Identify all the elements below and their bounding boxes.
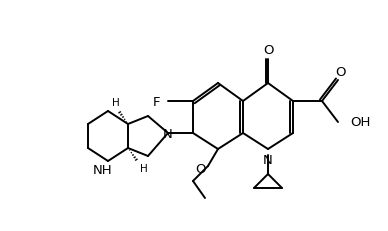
Text: O: O <box>195 163 205 176</box>
Text: H: H <box>112 97 120 108</box>
Text: OH: OH <box>350 116 371 129</box>
Text: O: O <box>263 44 273 57</box>
Text: O: O <box>336 66 346 79</box>
Text: N: N <box>263 153 273 166</box>
Text: H: H <box>140 163 148 173</box>
Text: F: F <box>152 95 160 108</box>
Text: N: N <box>163 127 173 140</box>
Text: NH: NH <box>93 164 113 177</box>
